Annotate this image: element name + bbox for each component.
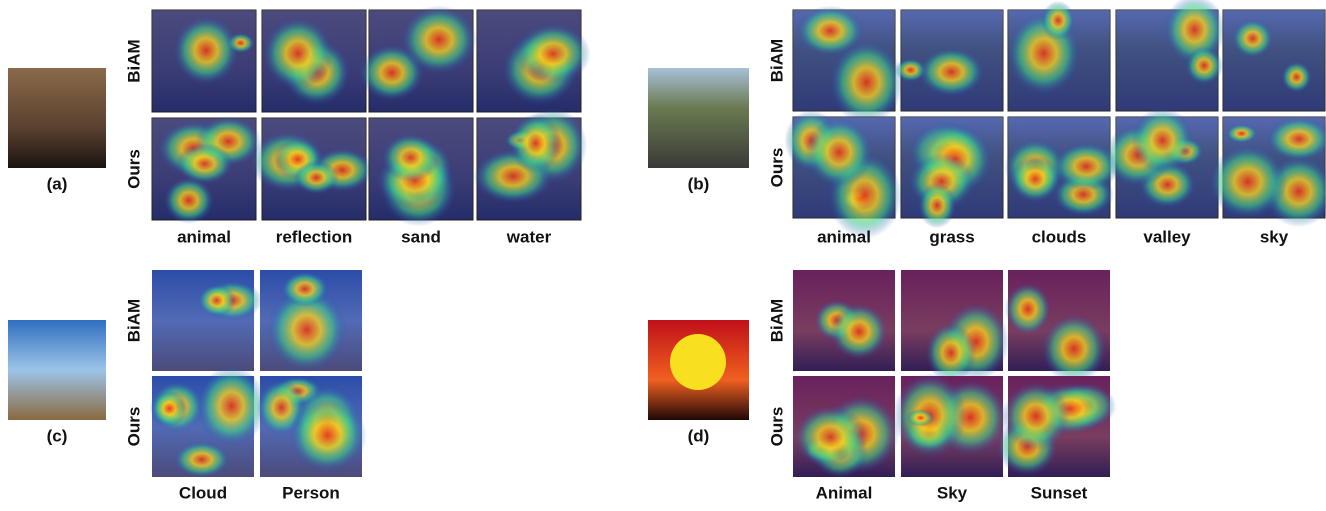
row-label: BiAM [124, 39, 143, 82]
heat-spot [293, 160, 340, 195]
heat-spot [830, 303, 888, 360]
heat-spot [176, 143, 234, 185]
column-label: Person [282, 483, 340, 502]
heat-spot [1004, 282, 1052, 336]
row-label: Ours [767, 407, 786, 447]
panel-label: (d) [688, 426, 710, 445]
heat-spot [1266, 116, 1326, 162]
heat-spot [796, 5, 864, 57]
heat-spot [196, 365, 267, 447]
column-label: Cloud [179, 483, 227, 502]
heat-spot [1185, 46, 1224, 85]
heat-spot [1281, 61, 1312, 93]
row-label: BiAM [124, 299, 143, 342]
heat-spot [1131, 107, 1194, 174]
heat-spot [266, 287, 347, 373]
panel-label: (c) [47, 426, 68, 445]
column-label: clouds [1032, 227, 1087, 246]
heat-spot [1041, 314, 1107, 384]
row-label: BiAM [767, 39, 786, 82]
heat-spot [1041, 0, 1076, 41]
row-label: Ours [124, 407, 143, 447]
column-label: Sky [937, 483, 968, 502]
heat-spot [918, 47, 985, 97]
heat-spot [173, 441, 231, 478]
row-label: Ours [767, 148, 786, 188]
heat-spot [280, 271, 330, 307]
heat-spot [509, 113, 562, 174]
heat-spot [1208, 144, 1287, 220]
row-label: Ours [124, 149, 143, 189]
heat-spot [793, 405, 868, 469]
source-image [648, 68, 749, 168]
source-image [8, 68, 106, 168]
heat-spot [805, 117, 873, 188]
panel-label: (b) [688, 174, 710, 193]
panel-label: (a) [47, 174, 68, 193]
source-image [8, 320, 106, 420]
heat-spot [288, 398, 367, 473]
column-label: grass [929, 227, 974, 246]
heat-spot [1002, 381, 1070, 451]
heat-spot [917, 182, 957, 229]
heat-spot [906, 409, 935, 427]
column-label: sky [1260, 227, 1289, 246]
heat-spot [381, 133, 440, 183]
heat-spot [197, 283, 237, 318]
sun [670, 334, 726, 390]
column-label: sand [401, 227, 441, 246]
heat-spot [515, 23, 591, 84]
column-label: valley [1143, 227, 1191, 246]
heat-spot [262, 17, 334, 90]
heat-spot [1009, 155, 1061, 203]
column-label: Sunset [1031, 483, 1088, 502]
heat-spot [1225, 123, 1258, 144]
heat-spot [150, 390, 188, 427]
column-label: reflection [276, 227, 353, 246]
column-label: animal [817, 227, 871, 246]
heat-spot [173, 15, 240, 85]
heat-spot [1231, 18, 1274, 59]
column-label: Animal [816, 483, 873, 502]
column-label: water [506, 227, 552, 246]
heat-spot [925, 322, 977, 383]
heat-spot [829, 39, 904, 125]
column-label: animal [177, 227, 231, 246]
heat-spot [1052, 142, 1121, 191]
heat-spot [400, 5, 477, 75]
row-label: BiAM [767, 299, 786, 342]
heat-spot [163, 176, 214, 224]
